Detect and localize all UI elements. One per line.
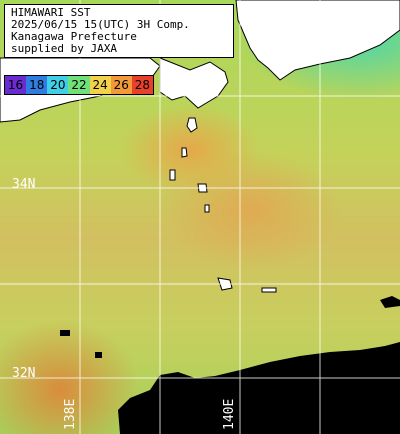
no-data-speckle-3 (380, 296, 400, 308)
no-data-speckle-2 (95, 352, 102, 358)
island-niijima (169, 169, 176, 181)
product-title: HIMAWARI SST (11, 6, 91, 19)
map-info-box: HIMAWARI SST 2025/06/15 15(UTC) 3H Comp.… (4, 4, 234, 58)
timestamp: 2025/06/15 15(UTC) 3H Comp. (11, 18, 190, 31)
lon-label-138e: 138E (63, 398, 78, 430)
colorbar-tick: 24 (89, 76, 111, 94)
island-toshima (181, 147, 188, 158)
lon-label-140e: 140E (222, 398, 237, 430)
data-source: supplied by JAXA (11, 42, 117, 55)
colorbar-tick: 26 (110, 76, 132, 94)
colorbar-tick: 22 (68, 76, 90, 94)
colorbar-tick: 28 (131, 76, 153, 94)
no-data-speckle-1 (60, 330, 70, 336)
land-kanto (235, 0, 400, 81)
land-peninsula (159, 57, 229, 109)
island-small-east (261, 287, 277, 293)
colorbar-tick: 20 (47, 76, 69, 94)
temperature-colorbar: 16 18 20 22 24 26 28 (4, 75, 154, 95)
no-data-region (118, 342, 400, 434)
island-miyake (204, 204, 210, 213)
lat-label-32n: 32N (12, 366, 36, 381)
colorbar-tick: 18 (26, 76, 48, 94)
lat-label-34n: 34N (12, 177, 36, 192)
colorbar-tick: 16 (5, 76, 27, 94)
region-name: Kanagawa Prefecture (11, 30, 137, 43)
island-oshima (186, 117, 198, 133)
